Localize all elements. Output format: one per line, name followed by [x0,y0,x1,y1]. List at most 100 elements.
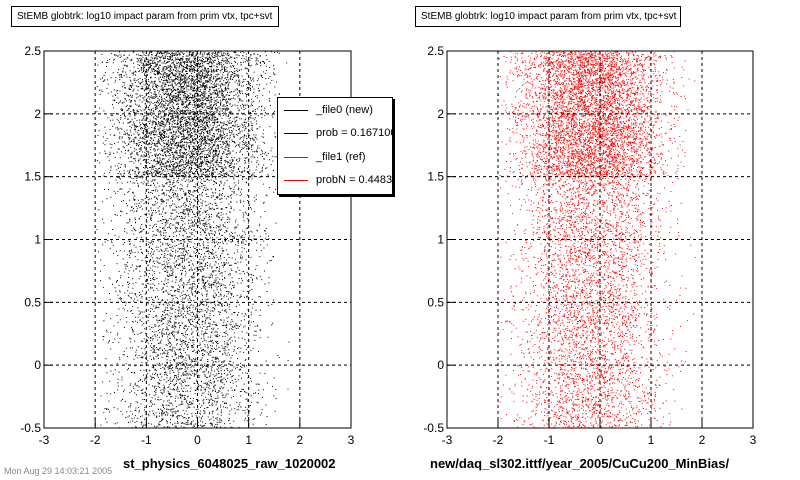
scatter-point [148,132,150,134]
scatter-point [124,228,126,230]
scatter-point [219,278,221,280]
scatter-point [149,273,151,275]
scatter-point [196,78,198,80]
scatter-point [176,54,178,55]
scatter-point [130,181,131,183]
scatter-point [210,162,212,164]
scatter-point [190,69,192,71]
scatter-point [169,197,171,199]
scatter-point [151,69,153,71]
scatter-point [184,315,186,317]
scatter-point [204,223,205,225]
scatter-point [164,82,166,84]
scatter-point [189,70,191,72]
scatter-point [195,413,197,414]
scatter-point [215,188,217,190]
scatter-point [228,364,230,365]
scatter-point [149,185,151,187]
scatter-point [184,298,186,300]
scatter-point [168,104,170,106]
scatter-point [246,68,248,70]
scatter-point [171,56,173,58]
scatter-point [234,236,236,238]
scatter-point [153,273,155,275]
scatter-point [162,287,164,289]
scatter-point [177,157,179,159]
scatter-point [98,130,100,132]
scatter-point [219,198,221,200]
scatter-point [160,86,162,88]
scatter-point [216,417,218,419]
scatter-point [185,385,187,387]
scatter-point [167,282,169,284]
scatter-point [124,401,126,402]
scatter-point [149,113,151,115]
scatter-point [203,339,205,341]
scatter-point [207,363,209,365]
scatter-point [234,412,236,414]
scatter-point [175,290,176,292]
scatter-point [162,169,164,171]
scatter-point [157,136,159,137]
scatter-point [196,99,198,101]
scatter-point [190,387,192,389]
scatter-point [181,295,183,296]
scatter-point [174,100,176,102]
scatter-point [109,411,110,413]
scatter-point [209,153,211,155]
scatter-point [164,115,166,117]
scatter-point [187,104,189,106]
scatter-point [143,52,145,54]
scatter-point [154,126,156,128]
scatter-point [165,150,167,152]
scatter-point [169,107,171,109]
scatter-point [238,269,240,271]
scatter-point [131,59,133,61]
scatter-point [133,192,134,194]
scatter-point [165,57,166,59]
scatter-point [242,409,244,411]
scatter-point [189,209,191,211]
scatter-point [171,128,173,130]
scatter-point [141,361,143,363]
scatter-point [158,357,159,359]
scatter-point [163,193,165,194]
scatter-point [244,409,246,411]
scatter-point [246,60,248,62]
scatter-point [205,211,207,213]
scatter-point [222,99,224,101]
scatter-point [174,203,176,205]
scatter-point [227,74,229,76]
scatter-point [166,181,168,183]
scatter-point [216,151,218,153]
scatter-point [134,128,136,130]
scatter-point [205,423,207,424]
scatter-point [265,55,267,57]
scatter-point [189,111,191,113]
scatter-point [169,175,170,177]
scatter-point [195,159,196,161]
scatter-point [158,100,160,102]
scatter-point [227,72,229,74]
scatter-point [118,341,120,343]
scatter-point [230,328,232,330]
scatter-point [233,325,235,327]
scatter-point [124,152,126,154]
scatter-point [133,66,135,68]
scatter-point [261,170,263,171]
scatter-point [167,320,169,322]
scatter-point [227,59,229,61]
scatter-point [171,168,173,170]
scatter-point [162,149,164,151]
scatter-point [182,381,184,383]
scatter-point [209,61,211,63]
scatter-point [188,159,190,161]
scatter-point [128,99,130,101]
scatter-point [199,135,200,137]
scatter-point [195,107,197,109]
scatter-point [174,397,176,399]
scatter-point [193,340,195,342]
scatter-point [199,153,201,154]
scatter-point [177,117,179,119]
scatter-point [154,142,155,144]
